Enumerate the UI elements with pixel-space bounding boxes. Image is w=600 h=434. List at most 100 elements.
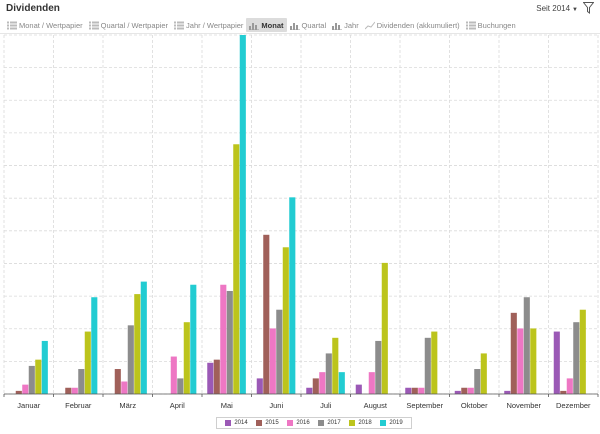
- bar[interactable]: [553, 331, 560, 394]
- bar[interactable]: [177, 378, 184, 394]
- bar[interactable]: [140, 281, 147, 394]
- bar[interactable]: [510, 312, 517, 394]
- bar[interactable]: [15, 390, 22, 394]
- tab-dividenden-akkumuliert[interactable]: Dividenden (akkumuliert): [362, 18, 463, 32]
- bar[interactable]: [233, 144, 240, 394]
- bar[interactable]: [114, 369, 121, 394]
- bar[interactable]: [467, 387, 474, 394]
- tab-label: Buchungen: [477, 20, 516, 30]
- tab-jahr-wertpapier[interactable]: Jahr / Wertpapier: [171, 18, 246, 32]
- bar[interactable]: [325, 353, 332, 394]
- tab-monat[interactable]: Monat: [246, 18, 287, 32]
- legend-swatch: [287, 420, 294, 426]
- tab-quartal[interactable]: Quartal: [287, 18, 330, 32]
- bar[interactable]: [306, 387, 313, 394]
- chart-legend: 2014 2015 2016 2017 2018 2019: [216, 417, 412, 429]
- legend-item-2019[interactable]: 2019: [380, 420, 403, 426]
- tab-buchungen[interactable]: Buchungen: [463, 18, 519, 32]
- bar[interactable]: [263, 234, 270, 394]
- list-icon: [465, 21, 476, 29]
- bar[interactable]: [220, 284, 227, 394]
- bar[interactable]: [226, 290, 233, 394]
- legend-swatch: [256, 420, 263, 426]
- bar[interactable]: [71, 387, 78, 394]
- bar[interactable]: [239, 35, 246, 394]
- divider: [0, 33, 600, 34]
- bar[interactable]: [41, 340, 48, 394]
- legend-label: 2016: [296, 420, 310, 426]
- bar[interactable]: [560, 390, 567, 394]
- bar-chart-icon: [249, 22, 260, 30]
- bar[interactable]: [579, 309, 586, 394]
- bar[interactable]: [207, 362, 214, 394]
- tab-monat-wertpapier[interactable]: Monat / Wertpapier: [4, 18, 86, 32]
- legend-item-2017[interactable]: 2017: [318, 420, 341, 426]
- bar[interactable]: [355, 384, 362, 394]
- tab-label: Quartal / Wertpapier: [100, 20, 169, 30]
- bar[interactable]: [134, 294, 141, 394]
- bar[interactable]: [65, 387, 72, 394]
- bar[interactable]: [269, 328, 276, 394]
- legend-item-2016[interactable]: 2016: [287, 420, 310, 426]
- bar[interactable]: [418, 387, 425, 394]
- legend-item-2014[interactable]: 2014: [225, 420, 248, 426]
- tab-jahr[interactable]: Jahr: [329, 18, 362, 32]
- bar[interactable]: [573, 322, 580, 394]
- legend-item-2018[interactable]: 2018: [349, 420, 372, 426]
- bar[interactable]: [312, 378, 319, 394]
- bar[interactable]: [91, 297, 98, 394]
- x-tick-label: Dezember: [556, 401, 591, 410]
- bar[interactable]: [566, 378, 573, 394]
- bar[interactable]: [319, 372, 326, 394]
- bar[interactable]: [368, 372, 375, 394]
- bar[interactable]: [84, 331, 91, 394]
- bar[interactable]: [35, 359, 42, 394]
- legend-item-2015[interactable]: 2015: [256, 420, 279, 426]
- bar[interactable]: [190, 284, 197, 394]
- bar[interactable]: [28, 365, 35, 394]
- bar[interactable]: [127, 325, 134, 394]
- bar[interactable]: [480, 353, 487, 394]
- bar[interactable]: [282, 247, 289, 394]
- bar[interactable]: [375, 340, 382, 394]
- header: Dividenden Seit 2014 ▼: [0, 0, 600, 18]
- x-tick-label: August: [364, 401, 388, 410]
- x-tick-label: September: [406, 401, 443, 410]
- bar[interactable]: [289, 197, 296, 394]
- bar[interactable]: [504, 390, 511, 394]
- bar[interactable]: [338, 372, 345, 394]
- bar[interactable]: [461, 387, 468, 394]
- bar[interactable]: [474, 369, 481, 394]
- bar[interactable]: [256, 378, 263, 394]
- tab-label: Jahr / Wertpapier: [186, 20, 244, 30]
- bar[interactable]: [183, 322, 190, 394]
- bar[interactable]: [78, 369, 85, 394]
- bar[interactable]: [170, 356, 177, 394]
- list-icon: [174, 21, 185, 29]
- bar[interactable]: [276, 309, 283, 394]
- bar[interactable]: [454, 390, 461, 394]
- legend-swatch: [380, 420, 387, 426]
- filter-funnel-icon[interactable]: [583, 2, 594, 14]
- legend-swatch: [349, 420, 356, 426]
- bar[interactable]: [381, 262, 388, 394]
- x-tick-label: Oktober: [461, 401, 488, 410]
- bar[interactable]: [431, 331, 438, 394]
- bar[interactable]: [523, 297, 530, 394]
- bar[interactable]: [424, 337, 431, 394]
- bar[interactable]: [405, 387, 412, 394]
- tab-quartal-wertpapier[interactable]: Quartal / Wertpapier: [86, 18, 171, 32]
- list-icon: [88, 21, 99, 29]
- bar[interactable]: [213, 359, 220, 394]
- period-dropdown[interactable]: Seit 2014 ▼: [536, 4, 578, 13]
- bar[interactable]: [22, 384, 29, 394]
- bar[interactable]: [332, 337, 339, 394]
- bar[interactable]: [517, 328, 524, 394]
- bar[interactable]: [411, 387, 418, 394]
- x-tick-label: Februar: [65, 401, 92, 410]
- bar-chart-icon: [289, 22, 300, 30]
- bar[interactable]: [530, 328, 537, 394]
- tab-label: Dividenden (akkumuliert): [376, 20, 460, 30]
- x-tick-label: Mai: [221, 401, 233, 410]
- bar[interactable]: [121, 381, 128, 394]
